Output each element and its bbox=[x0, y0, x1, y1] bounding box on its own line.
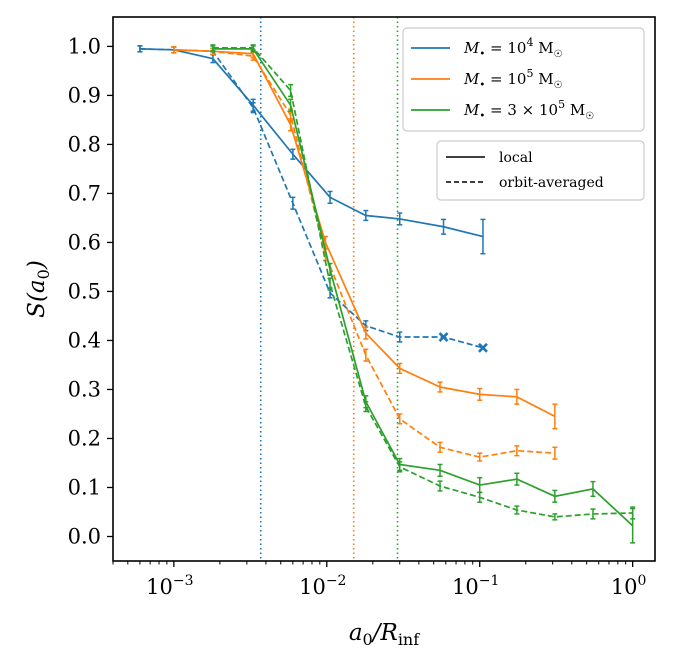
x-tick-label-2: 10−1 bbox=[452, 573, 499, 599]
legend-masses: M• = 104 M☉ M• = 105 M☉ M• = 3 × 105 M☉ bbox=[402, 27, 645, 132]
legend-styles: local orbit-averaged bbox=[436, 140, 645, 201]
cross-marker bbox=[478, 342, 488, 353]
y-tick-label-9: 0.9 bbox=[68, 83, 101, 107]
y-tick-label-8: 0.8 bbox=[68, 132, 101, 156]
x-tick-label-1: 10−2 bbox=[299, 573, 346, 599]
series-line-5 bbox=[212, 47, 633, 518]
y-tick-label-1: 0.1 bbox=[68, 475, 101, 499]
data-series bbox=[137, 44, 636, 544]
x-axis-label: a0/Rinf bbox=[349, 620, 420, 649]
x-axis: 10−3 10−2 10−1 100 bbox=[112, 561, 647, 599]
y-tick-label-2: 0.2 bbox=[68, 426, 101, 450]
y-tick-label-3: 0.3 bbox=[68, 377, 101, 401]
series-line-4 bbox=[212, 48, 634, 527]
y-tick-label-6: 0.6 bbox=[68, 230, 101, 254]
x-tick-label-0: 10−3 bbox=[146, 573, 193, 599]
cross-marker bbox=[438, 332, 449, 342]
series-line-0 bbox=[139, 48, 484, 238]
legend-style-label-0: local bbox=[499, 150, 533, 166]
y-tick-label-0: 0.0 bbox=[68, 524, 101, 548]
y-tick-label-4: 0.4 bbox=[68, 328, 101, 352]
y-tick-label-5: 0.5 bbox=[68, 279, 101, 303]
y-axis-label: S(a0) bbox=[24, 260, 53, 318]
plot-frame bbox=[112, 16, 656, 562]
y-axis: 0.0 0.1 0.2 0.3 0.4 0.5 0.6 0.7 0.8 0.9 1.0 bbox=[68, 34, 113, 548]
series-5 bbox=[210, 44, 636, 521]
x-tick-label-3: 100 bbox=[611, 573, 647, 599]
legend-label-2: M• = 3 × 105 M☉ bbox=[463, 98, 594, 122]
y-tick-label-7: 0.7 bbox=[68, 181, 101, 205]
series-3 bbox=[171, 46, 558, 462]
y-tick-label-10: 1.0 bbox=[68, 34, 101, 58]
legend-label-1: M• = 105 M☉ bbox=[463, 67, 563, 91]
legend-label-0: M• = 104 M☉ bbox=[463, 36, 563, 60]
reference-lines bbox=[259, 17, 399, 561]
legend-style-label-1: orbit-averaged bbox=[499, 175, 604, 191]
